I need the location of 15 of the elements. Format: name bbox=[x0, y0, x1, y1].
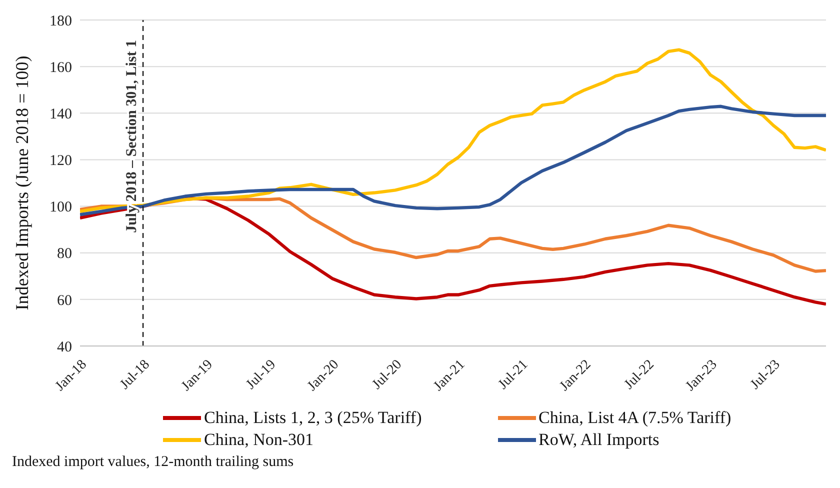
legend-label: China, List 4A (7.5% Tariff) bbox=[538, 408, 732, 428]
y-tick-label: 100 bbox=[50, 200, 72, 216]
y-tick-label: 160 bbox=[50, 60, 72, 76]
legend-label: China, Non-301 bbox=[204, 430, 314, 450]
y-tick-label: 80 bbox=[57, 246, 72, 262]
y-tick-label: 140 bbox=[50, 106, 72, 122]
y-tick-label: 120 bbox=[50, 153, 72, 170]
y-tick-label: 60 bbox=[57, 292, 72, 309]
y-tick-label: 40 bbox=[57, 339, 72, 356]
ref-line-label: July 2018 – Section 301, List 1 bbox=[124, 40, 140, 233]
text: Indexed import values, 12-month trailing sums bbox=[11, 454, 295, 471]
y-axis-title: Indexed Imports (June 2018 = 100) bbox=[12, 56, 32, 310]
y-tick-label: 180 bbox=[50, 13, 72, 30]
legend-label: RoW, All Imports bbox=[538, 430, 660, 450]
legend-label: China, Lists 1, 2, 3 (25% Tariff) bbox=[204, 408, 422, 428]
